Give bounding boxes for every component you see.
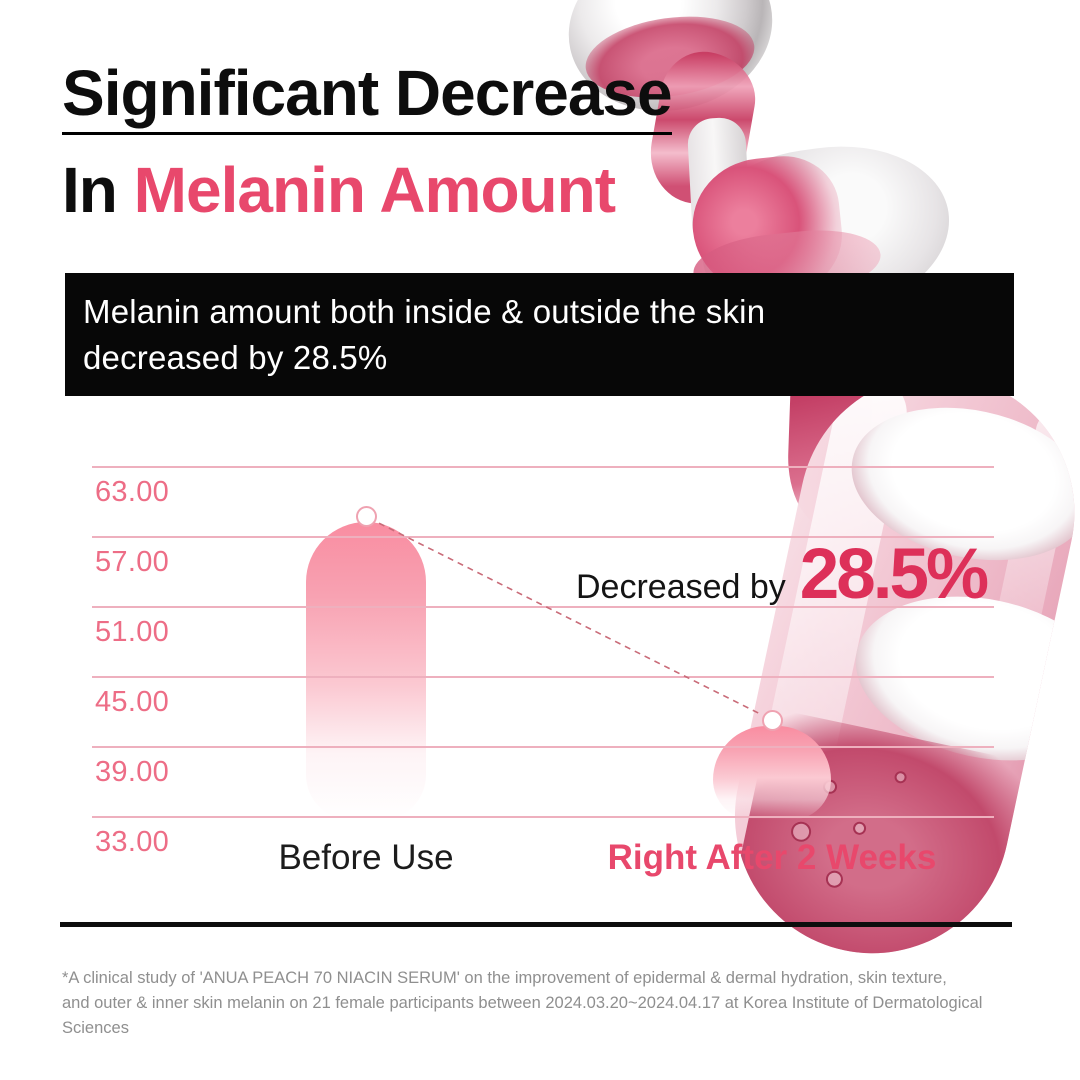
annotation-value: 28.5% [799,535,989,614]
title-line2-prefix: In [62,154,134,226]
key-message-banner: Melanin amount both inside & outside the… [65,273,1014,396]
gridline [92,536,994,538]
gridline [92,606,994,608]
decrease-annotation: Decreased by 28.5% [576,534,989,615]
gridline [92,816,994,818]
banner-line1: Melanin amount both inside & outside the… [83,292,766,330]
banner-line2: decreased by 28.5% [83,338,388,376]
title-line2: In Melanin Amount [62,157,672,223]
y-axis-tick-label: 33.00 [95,826,170,858]
annotation-label: Decreased by [576,568,786,606]
title-line2-highlight: Melanin Amount [133,154,616,226]
footer-divider [60,922,1012,927]
y-axis-tick-label: 45.00 [95,686,170,718]
gridline [92,746,994,748]
gridline [92,466,994,468]
y-axis-tick-label: 39.00 [95,756,170,788]
y-axis-tick-label: 51.00 [95,616,170,648]
study-footnote: *A clinical study of 'ANUA PEACH 70 NIAC… [62,966,1027,1041]
footnote-line2: and outer & inner skin melanin on 21 fem… [62,994,983,1037]
gridline [92,676,994,678]
data-point-marker-0 [355,505,377,527]
y-axis-tick-label: 57.00 [95,546,170,578]
bar-0 [306,522,426,820]
x-axis-label-0: Before Use [278,838,454,877]
y-axis-tick-label: 63.00 [95,476,170,508]
footnote-line1: *A clinical study of 'ANUA PEACH 70 NIAC… [62,969,947,987]
